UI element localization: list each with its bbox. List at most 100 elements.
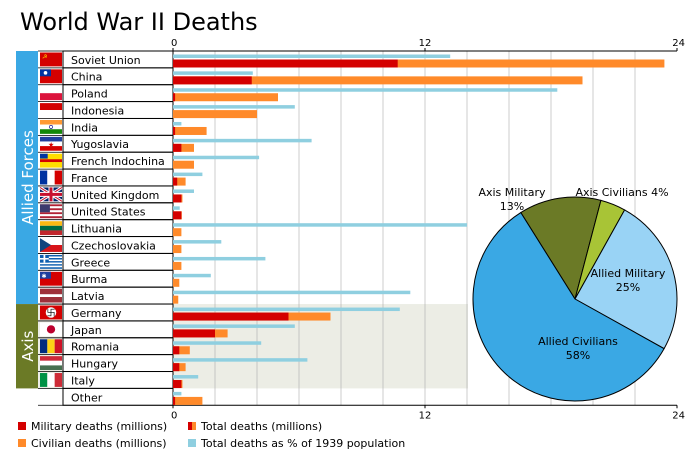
bar-total-deaths-latvia [173,295,179,304]
flag-germany-swastika-icon: 卐 [40,305,62,320]
flag-india-icon [40,119,62,134]
flag-czechoslovakia-icon [40,238,62,252]
category-label-indonesia: Indonesia [71,104,124,117]
flag-part [40,265,62,268]
x-tick-label-bottom: 0 [171,410,177,421]
flag-part [47,339,55,354]
category-label-czechoslovakia: Czechoslovakia [71,239,156,252]
category-label-india: India [71,121,98,134]
flag-part [40,129,62,134]
bar-total-deaths-indonesia [173,110,257,119]
flag-part [40,245,62,252]
flag-part [40,192,62,196]
bar-military-deaths-united-states [173,211,182,220]
bar-pct-population-romania [173,341,262,345]
category-label-latvia: Latvia [71,290,105,303]
flag-part [40,110,62,117]
flag-part [40,103,62,111]
legend-item-civilian-deaths-millions: Civilian deaths (millions) [18,437,167,450]
bar-total-deaths-french-indochina [173,160,194,169]
flag-hungary-icon [40,356,62,371]
legend-swatch [188,422,192,430]
chart-title: World War II Deaths [20,8,258,36]
flag-part [40,256,62,259]
flag-part [40,212,62,215]
flag-part [54,339,62,354]
flag-burma-icon: ✱ [40,271,62,286]
bar-pct-population-czechoslovakia [173,240,222,244]
x-tick-label-top: 0 [171,38,177,49]
flag-united-states-icon [40,204,62,219]
group-band-axis [16,304,38,389]
category-label-germany: Germany [71,307,122,320]
flag-french-indochina-icon [40,153,62,168]
bar-pct-population-burma [173,273,211,278]
bar-pct-population-indonesia [173,105,295,109]
category-label-china: China [71,71,102,84]
legend-label: Military deaths (millions) [31,420,167,433]
pie-pct-allied-military: 25% [616,281,640,294]
flag-part [40,136,62,142]
flag-part [40,221,62,226]
bar-military-deaths-italy [173,380,182,389]
bar-military-deaths-india [173,126,176,135]
category-label-soviet-union: Soviet Union [71,54,141,67]
category-label-italy: Italy [71,374,95,387]
flag-part [40,264,62,266]
flag-part [40,259,62,262]
flag-part [40,267,62,269]
legend-label: Total deaths as % of 1939 population [200,437,405,450]
bar-total-deaths-czechoslovakia [173,245,182,254]
bar-pct-population-italy [173,375,199,379]
pie-pct-allied-civilians: 58% [566,349,590,362]
flag-part [40,93,62,101]
bar-pct-population-china [173,71,253,75]
flag-part [40,119,62,125]
bar-pct-population-japan [173,324,295,328]
flag-part [40,214,62,217]
flag-part [46,325,56,334]
flag-part [40,339,48,354]
category-label-poland: Poland [71,88,108,101]
flag-poland-icon [40,86,62,101]
legend-swatch [192,422,196,430]
flag-china-icon [40,69,62,84]
flag-part [40,208,62,211]
bar-pct-population-germany [173,307,400,312]
category-label-other: Other [71,391,103,404]
pie-label-allied-military: Allied Military [591,267,666,280]
flag-part [40,124,62,130]
flag-part: ☭ [42,54,47,61]
category-label-romania: Romania [71,341,119,354]
flag-part [49,125,53,129]
bar-pct-population-poland [173,88,558,92]
bar-military-deaths-soviet-union [173,59,398,68]
flag-greece-icon [40,254,62,269]
flag-part [40,356,62,361]
flag-part [40,86,62,94]
bar-pct-population-united-states [173,206,180,210]
bar-military-deaths-japan [173,329,215,338]
flag-part [40,230,62,236]
bar-total-deaths-greece [173,261,182,270]
flag-part [40,153,48,159]
flag-part [47,373,55,387]
flag-france-icon [40,170,62,185]
pie-label-axis-civilians: Axis Civilians 4% [575,186,668,199]
bar-military-deaths-united-kingdom [173,194,182,203]
category-label-france: France [71,172,108,185]
flag-part [40,271,51,279]
x-tick-label-top: 12 [419,38,432,49]
flag-part [40,206,62,209]
flag-lithuania-icon [40,221,62,236]
bar-total-deaths-yugoslavia [173,143,194,152]
x-tick-label-bottom: 12 [419,410,432,421]
flag-part [40,216,62,219]
bar-pct-population-lithuania [173,223,467,227]
legend-item-military-deaths-millions: Military deaths (millions) [18,420,167,433]
category-label-greece: Greece [71,256,110,269]
x-tick-label-top: 24 [672,38,685,49]
flag-part [40,170,48,185]
bar-total-deaths-romania [173,346,190,355]
